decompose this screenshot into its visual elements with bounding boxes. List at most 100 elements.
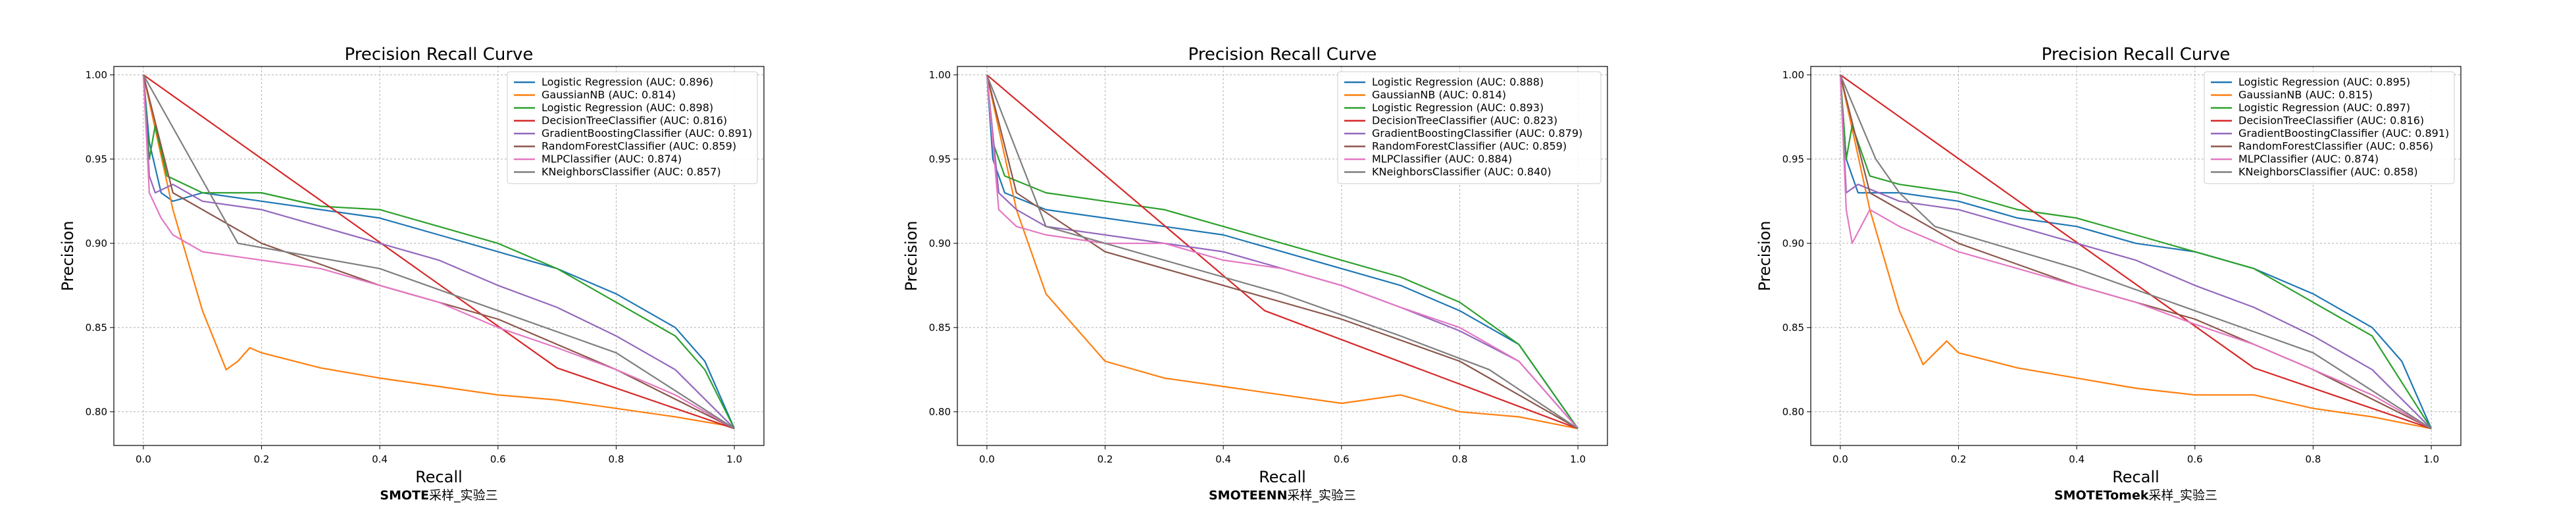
- legend-entry: Logistic Regression (AUC: 0.893): [1372, 101, 1544, 114]
- y-tick-label: 0.95: [1782, 153, 1804, 165]
- y-tick-label: 1.00: [929, 69, 951, 81]
- legend-entry: KNeighborsClassifier (AUC: 0.857): [542, 166, 721, 178]
- caption-suffix: 采样_实验三: [2148, 488, 2217, 503]
- legend: Logistic Regression (AUC: 0.896)Gaussian…: [507, 71, 758, 184]
- series-line: [142, 74, 736, 429]
- x-tick-label: 1.0: [726, 453, 742, 465]
- legend-entry: Logistic Regression (AUC: 0.897): [2238, 101, 2410, 114]
- series-line: [986, 74, 1578, 430]
- legend: Logistic Regression (AUC: 0.888)Gaussian…: [1337, 71, 1602, 184]
- y-axis-label: Precision: [59, 220, 77, 291]
- series-line: [986, 74, 1578, 430]
- x-tick-label: 0.6: [1334, 453, 1350, 465]
- y-tick-label: 0.90: [1782, 238, 1804, 249]
- series-line: [1839, 74, 2432, 430]
- series-line: [1839, 74, 2432, 430]
- chart-title: Precision Recall Curve: [1188, 45, 1377, 64]
- chart-panel-2: 0.0 0.2 0.4 0.6 0.8 1.0 0.80 0.85 0.90 0.95 1.00 Pr…: [902, 45, 1608, 503]
- y-tick-label: 0.80: [929, 406, 951, 418]
- series-line: [142, 74, 735, 428]
- series-line: [986, 74, 1578, 430]
- series-line: [142, 74, 735, 430]
- series-line: [986, 74, 1578, 430]
- series-line: [142, 74, 735, 430]
- x-tick-label: 0.8: [1452, 453, 1468, 465]
- chart-title: Precision Recall Curve: [2042, 45, 2231, 64]
- x-axis-label: Recall: [2112, 468, 2159, 486]
- x-axis-label: Recall: [1259, 468, 1306, 486]
- x-tick-label: 0.0: [979, 453, 995, 465]
- series-line: [143, 74, 735, 430]
- x-tick-label: 1.0: [2423, 453, 2439, 465]
- x-tick-label: 0.2: [1951, 453, 1967, 465]
- caption-method: SMOTEENN: [1209, 488, 1287, 503]
- y-tick-label: 1.00: [1782, 69, 1804, 81]
- x-tick-label: 0.8: [609, 453, 624, 465]
- y-tick-label: 0.80: [86, 406, 107, 418]
- caption-method: SMOTE: [380, 488, 429, 503]
- y-tick-label: 0.85: [1782, 322, 1804, 334]
- legend-entry: GradientBoostingClassifier (AUC: 0.879): [1372, 127, 1582, 139]
- series-line: [986, 74, 1579, 430]
- x-tick-label: 1.0: [1570, 453, 1586, 465]
- legend-entry: DecisionTreeClassifier (AUC: 0.823): [1372, 114, 1557, 127]
- legend-entry: GaussianNB (AUC: 0.814): [1372, 89, 1506, 101]
- x-tick-label: 0.4: [372, 453, 388, 465]
- x-tick-label: 0.8: [2306, 453, 2321, 465]
- series-line: [142, 74, 736, 429]
- legend-entry: DecisionTreeClassifier (AUC: 0.816): [542, 114, 727, 127]
- y-axis-label: Precision: [1755, 220, 1774, 291]
- series-line: [1839, 74, 2432, 430]
- legend-entry: MLPClassifier (AUC: 0.884): [1372, 153, 1512, 165]
- legend-box: [507, 71, 758, 184]
- caption-suffix: 采样_实验三: [429, 488, 498, 503]
- plot-frame: [957, 66, 1608, 446]
- y-tick-label: 0.90: [86, 238, 107, 249]
- legend-entry: GaussianNB (AUC: 0.815): [2238, 89, 2373, 101]
- plot-frame: [113, 66, 765, 446]
- legend-entry: Logistic Regression (AUC: 0.898): [542, 101, 713, 114]
- legend-entry: KNeighborsClassifier (AUC: 0.858): [2238, 166, 2418, 178]
- y-tick-label: 0.95: [929, 153, 951, 165]
- y-tick-label: 0.95: [86, 153, 107, 165]
- x-tick-label: 0.0: [1832, 453, 1848, 465]
- legend-entry: DecisionTreeClassifier (AUC: 0.816): [2238, 114, 2424, 127]
- legend-entry: KNeighborsClassifier (AUC: 0.840): [1372, 166, 1552, 178]
- series-line: [986, 74, 1579, 430]
- legend-entry: RandomForestClassifier (AUC: 0.856): [2238, 140, 2433, 153]
- legend-entry: MLPClassifier (AUC: 0.874): [2238, 153, 2379, 165]
- chart-caption: SMOTETomek采样_实验三: [2054, 488, 2217, 503]
- chart-panel-1: 0.0 0.2 0.4 0.6 0.8 1.0 0.80 0.85 0.90 0.95 1.00 Pr…: [59, 45, 765, 503]
- x-tick-label: 0.4: [2069, 453, 2084, 465]
- series-line: [1839, 74, 2432, 430]
- legend-entry: MLPClassifier (AUC: 0.874): [542, 153, 682, 165]
- legend-entry: Logistic Regression (AUC: 0.896): [542, 76, 713, 88]
- series-line: [986, 74, 1578, 430]
- caption-suffix: 采样_实验三: [1287, 488, 1356, 503]
- legend-box: [2204, 71, 2455, 184]
- legend-entry: Logistic Regression (AUC: 0.895): [2238, 76, 2410, 88]
- series-line: [142, 74, 735, 430]
- x-tick-label: 0.6: [490, 453, 506, 465]
- x-tick-label: 0.4: [1215, 453, 1231, 465]
- y-tick-label: 1.00: [86, 69, 107, 81]
- plot-frame: [1810, 66, 2462, 446]
- legend-entry: GradientBoostingClassifier (AUC: 0.891): [542, 127, 752, 139]
- x-tick-label: 0.2: [1098, 453, 1113, 465]
- x-tick-label: 0.2: [254, 453, 270, 465]
- caption-method: SMOTETomek: [2054, 488, 2149, 503]
- chart-caption: SMOTEENN采样_实验三: [1209, 488, 1356, 503]
- x-tick-label: 0.0: [136, 453, 151, 465]
- series-line: [1839, 74, 2433, 429]
- legend-box: [1337, 71, 1602, 184]
- series-line: [1840, 74, 2432, 430]
- y-tick-label: 0.85: [86, 322, 107, 334]
- legend-entry: RandomForestClassifier (AUC: 0.859): [542, 140, 736, 153]
- y-axis-label: Precision: [902, 220, 921, 291]
- x-tick-label: 0.6: [2187, 453, 2203, 465]
- y-tick-label: 0.90: [929, 238, 951, 249]
- legend-entry: Logistic Regression (AUC: 0.888): [1372, 76, 1544, 88]
- legend: Logistic Regression (AUC: 0.895)Gaussian…: [2204, 71, 2455, 184]
- legend-entry: GradientBoostingClassifier (AUC: 0.891): [2238, 127, 2449, 139]
